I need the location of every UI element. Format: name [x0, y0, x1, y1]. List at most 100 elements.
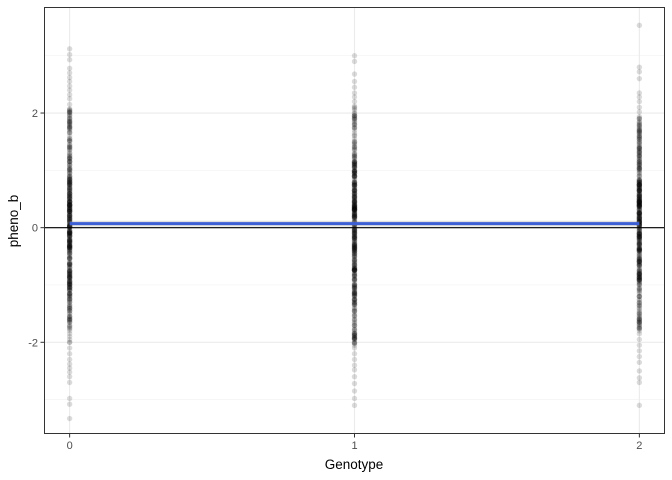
data-point [66, 130, 73, 136]
data-point [66, 303, 73, 310]
data-point [636, 235, 643, 242]
data-point [636, 253, 643, 260]
data-point [636, 379, 643, 386]
data-point [66, 250, 73, 256]
data-point [66, 273, 73, 280]
data-point [351, 151, 358, 157]
data-point [636, 270, 643, 277]
data-point [66, 275, 73, 281]
data-point [636, 144, 643, 150]
data-point [66, 199, 73, 205]
data-point [636, 201, 643, 208]
data-point [351, 272, 358, 278]
data-point [66, 330, 73, 337]
data-point [636, 325, 643, 332]
data-point [636, 193, 643, 200]
data-point [66, 293, 73, 299]
data-point [66, 135, 73, 142]
data-point [351, 266, 358, 273]
data-point [636, 179, 643, 186]
data-point [636, 231, 643, 238]
data-point [66, 144, 73, 150]
data-point [636, 227, 643, 234]
data-point [351, 308, 358, 315]
data-point [351, 150, 358, 156]
data-point [66, 290, 73, 297]
data-point [66, 284, 73, 291]
data-point [351, 330, 358, 337]
data-point [636, 104, 643, 111]
data-point [636, 182, 643, 188]
data-point [66, 365, 73, 371]
data-point [351, 234, 358, 241]
data-point [66, 279, 73, 285]
data-point [66, 261, 73, 267]
data-point [636, 245, 643, 252]
data-point [636, 196, 643, 202]
data-point [636, 227, 643, 234]
data-point [351, 227, 358, 234]
data-point [351, 195, 358, 201]
data-point [66, 246, 73, 252]
data-point [66, 110, 73, 116]
data-point [351, 242, 358, 248]
data-point [351, 190, 358, 196]
data-point [636, 230, 643, 236]
data-point [351, 281, 358, 287]
data-point [66, 308, 73, 314]
data-point [66, 268, 73, 275]
data-point [351, 207, 358, 214]
data-point [636, 22, 643, 29]
data-point [636, 260, 643, 267]
data-point [66, 324, 73, 330]
data-point [351, 227, 358, 234]
data-point [351, 124, 358, 131]
data-point [351, 211, 358, 218]
data-point [351, 305, 358, 311]
data-point [66, 238, 73, 245]
data-point [636, 242, 643, 248]
data-point [66, 101, 73, 108]
data-point [351, 227, 358, 234]
data-point [66, 138, 73, 145]
data-point [66, 230, 73, 236]
data-point [636, 136, 643, 142]
data-point [636, 129, 643, 135]
data-point [66, 74, 73, 81]
data-point [636, 210, 643, 216]
data-point [351, 229, 358, 235]
data-point [351, 257, 358, 263]
data-point [351, 206, 358, 212]
data-point [351, 198, 358, 204]
data-point [66, 169, 73, 176]
data-point [636, 210, 643, 216]
data-point [351, 190, 358, 197]
data-point [351, 301, 358, 307]
data-point [351, 296, 358, 303]
data-point [351, 201, 358, 207]
data-point [636, 281, 643, 287]
data-point [636, 125, 643, 132]
data-point [351, 165, 358, 171]
data-point [351, 197, 358, 203]
data-point [636, 270, 643, 277]
data-point [66, 250, 73, 256]
data-point [351, 272, 358, 279]
data-point [66, 284, 73, 291]
data-point [351, 335, 358, 341]
data-point [636, 90, 643, 96]
data-point [636, 236, 643, 243]
data-point [351, 301, 358, 307]
data-point [66, 271, 73, 278]
data-point [351, 113, 358, 119]
data-point [636, 324, 643, 331]
data-point [66, 271, 73, 277]
data-point [66, 184, 73, 190]
data-point [66, 137, 73, 144]
data-point [351, 271, 358, 277]
data-point [351, 159, 358, 165]
data-point [66, 142, 73, 148]
data-point [636, 202, 643, 208]
data-point [636, 161, 643, 167]
data-point [66, 96, 73, 102]
